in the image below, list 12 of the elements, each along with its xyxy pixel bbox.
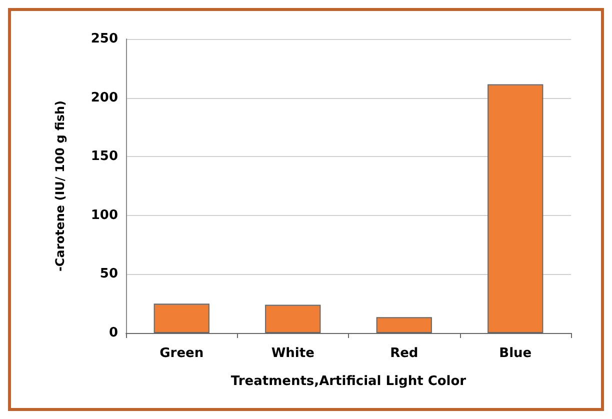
x-tick-label: White bbox=[271, 346, 315, 361]
y-tick-label: 150 bbox=[90, 149, 118, 164]
x-tick-label: Red bbox=[390, 346, 418, 361]
x-tick-label: Blue bbox=[499, 346, 532, 361]
y-tick-label: 0 bbox=[108, 326, 118, 340]
x-axis-title: Treatments,Artificial Light Color bbox=[230, 374, 467, 389]
x-tick-label: Green bbox=[160, 346, 204, 361]
y-axis-title: -Carotene (IU/ 100 g fish) bbox=[53, 100, 67, 272]
y-tick-label: 100 bbox=[90, 208, 118, 223]
y-tick-label: 200 bbox=[90, 90, 118, 106]
y-tick-label: 50 bbox=[100, 266, 118, 282]
y-tick-label: 250 bbox=[90, 32, 118, 46]
